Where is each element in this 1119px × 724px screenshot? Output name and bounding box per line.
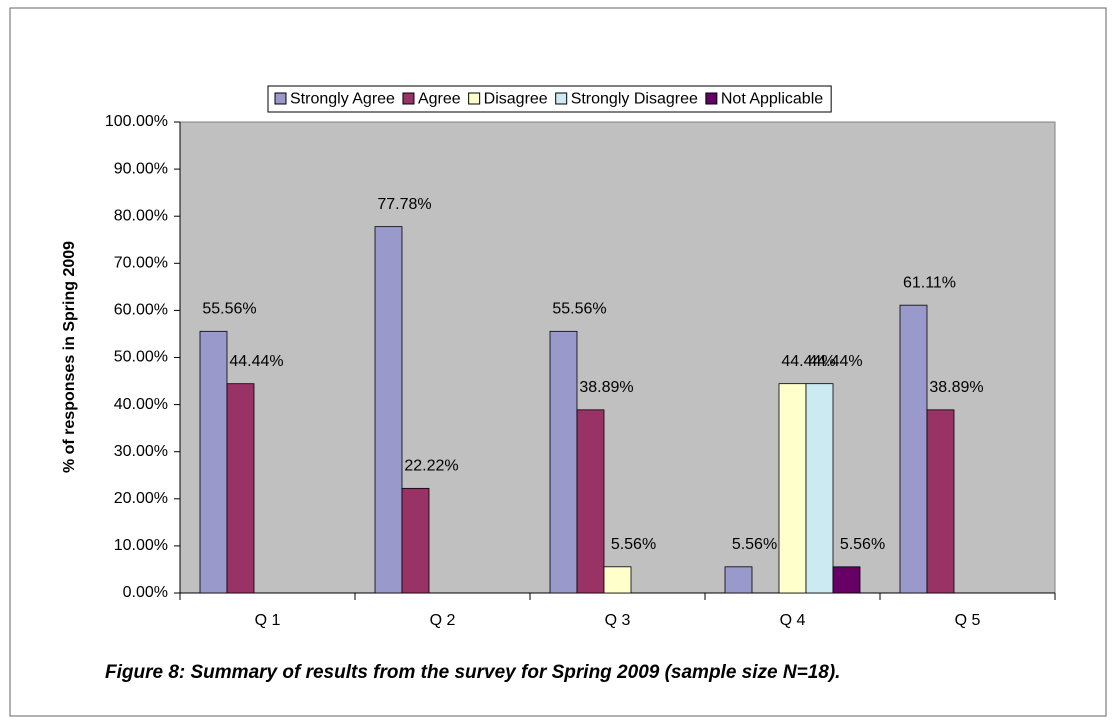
- legend-label: Disagree: [484, 91, 548, 108]
- bar: [576, 409, 605, 594]
- legend: [267, 85, 832, 113]
- legend-label: Strongly Agree: [290, 91, 395, 108]
- value-label: 44.44%: [808, 353, 862, 370]
- value-label: 22.22%: [404, 458, 458, 475]
- y-tick-label: 0.00%: [123, 584, 168, 601]
- bar: [778, 383, 807, 594]
- value-label: 38.89%: [579, 379, 633, 396]
- legend-label: Agree: [418, 91, 461, 108]
- value-label: 55.56%: [202, 301, 256, 318]
- y-tick-label: 100.00%: [105, 113, 168, 130]
- value-label: 77.78%: [377, 196, 431, 213]
- y-tick-label: 70.00%: [114, 255, 168, 272]
- bar: [926, 409, 955, 594]
- legend-swatch: [468, 92, 481, 105]
- y-tick-label: 90.00%: [114, 160, 168, 177]
- y-axis-title: % of responses in Spring 2009: [61, 241, 78, 473]
- value-label: 5.56%: [611, 536, 656, 553]
- bar: [899, 304, 928, 594]
- legend-label: Not Applicable: [721, 91, 823, 108]
- legend-swatch: [274, 92, 287, 105]
- legend-swatch: [705, 92, 718, 105]
- value-label: 44.44%: [229, 353, 283, 370]
- y-tick-label: 50.00%: [114, 349, 168, 366]
- legend-swatch: [555, 92, 568, 105]
- y-tick-label: 20.00%: [114, 490, 168, 507]
- bar: [401, 487, 430, 594]
- bar: [199, 330, 228, 594]
- value-label: 55.56%: [552, 301, 606, 318]
- y-tick-label: 40.00%: [114, 396, 168, 413]
- bar: [832, 566, 861, 594]
- x-tick-label: Q 1: [255, 612, 281, 629]
- y-tick-label: 80.00%: [114, 207, 168, 224]
- value-label: 61.11%: [903, 274, 956, 291]
- y-tick-label: 60.00%: [114, 302, 168, 319]
- y-tick-label: 10.00%: [114, 537, 168, 554]
- legend-label: Strongly Disagree: [571, 91, 698, 108]
- caption: Figure 8: Summary of results from the su…: [105, 662, 840, 683]
- value-label: 44.44%: [781, 353, 835, 370]
- bar: [805, 383, 834, 594]
- x-tick-label: Q 4: [780, 612, 806, 629]
- x-tick-label: Q 2: [430, 612, 456, 629]
- bar: [549, 330, 578, 594]
- value-label: 38.89%: [929, 379, 983, 396]
- bar: [374, 226, 403, 594]
- bar: [226, 383, 255, 594]
- legend-swatch: [402, 92, 415, 105]
- x-tick-label: Q 3: [605, 612, 631, 629]
- y-tick-label: 30.00%: [114, 443, 168, 460]
- value-label: 5.56%: [840, 536, 885, 553]
- value-label: 5.56%: [732, 536, 777, 553]
- bar: [603, 566, 632, 594]
- bar: [724, 566, 753, 594]
- x-tick-label: Q 5: [955, 612, 981, 629]
